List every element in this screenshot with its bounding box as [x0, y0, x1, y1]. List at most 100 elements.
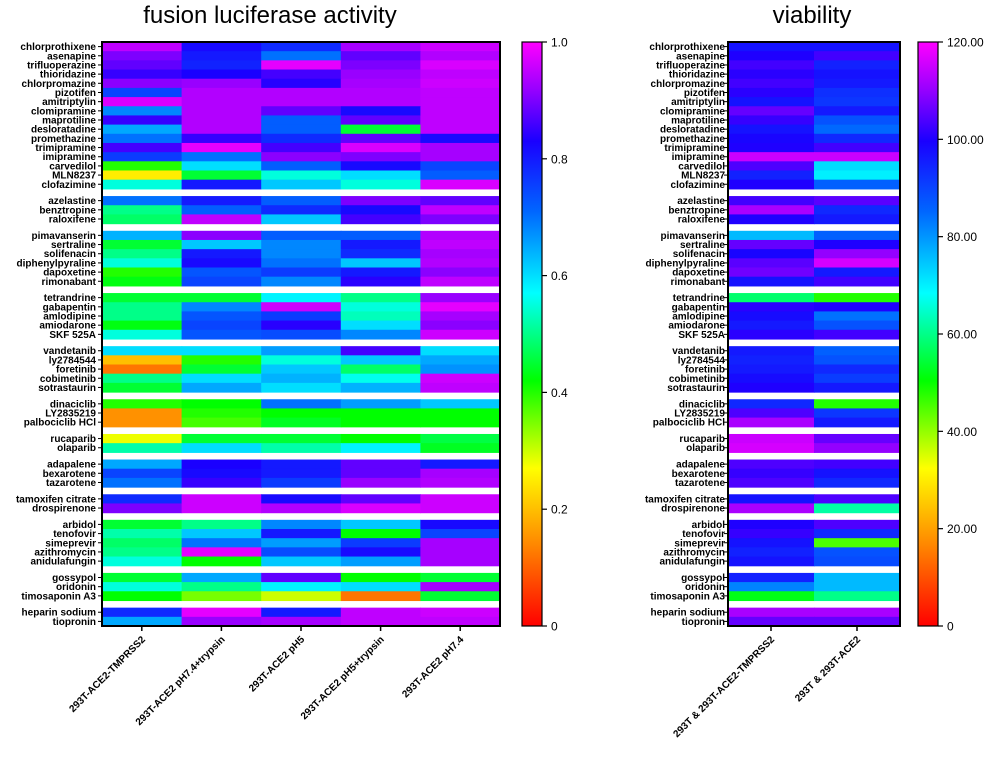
fusion-row-label: amitriptylin — [42, 97, 96, 108]
viability-cell — [814, 69, 901, 80]
fusion-cell — [420, 106, 501, 117]
viability-cell — [814, 503, 901, 514]
fusion-cell — [181, 417, 262, 428]
fusion-cell — [420, 60, 501, 71]
fusion-cell — [340, 311, 421, 322]
viability-cell — [728, 417, 815, 428]
viability-row-label: anidulafungin — [659, 557, 725, 568]
viability-row-label: tiopronin — [682, 617, 725, 628]
fusion-cell — [261, 494, 342, 505]
viability-cell — [814, 97, 901, 107]
fusion-cell — [340, 529, 421, 539]
fusion-row-label: desloratadine — [31, 125, 96, 136]
fusion-cell — [102, 591, 183, 602]
fusion-cell — [420, 399, 501, 410]
fusion-cell — [102, 582, 183, 592]
viability-cell — [814, 382, 901, 393]
fusion-cell — [102, 179, 183, 190]
viability-cell — [814, 87, 901, 98]
viability-row-label: gabapentin — [672, 302, 725, 313]
viability-cell — [814, 519, 901, 530]
viability-cell — [728, 142, 815, 153]
fusion-cell — [420, 556, 501, 567]
fusion-cell — [102, 51, 183, 61]
viability-row-label: amlodipine — [672, 312, 725, 323]
fusion-cell — [261, 538, 342, 548]
viability-cell — [814, 249, 901, 259]
fusion-cell — [102, 329, 183, 340]
fusion-cell — [420, 355, 501, 366]
fusion-cell — [102, 115, 183, 126]
fusion-cell — [340, 106, 421, 117]
fusion-cell — [340, 538, 421, 548]
viability-row-label: azelastine — [677, 196, 725, 207]
viability-row-label: tetrandrine — [673, 293, 726, 304]
fusion-cell — [340, 477, 421, 488]
fusion-colorbar-tick-label: 0.2 — [551, 503, 568, 517]
viability-cell — [814, 468, 901, 479]
fusion-cell — [261, 364, 342, 375]
viability-col-label: 293T & 293T-ACE2 — [793, 634, 863, 704]
fusion-cell — [181, 97, 262, 107]
viability-row-label: trifluoperazine — [656, 60, 725, 71]
fusion-row-label: vandetanib — [43, 346, 96, 357]
fusion-colorbar-gradient — [521, 41, 543, 627]
fusion-cell — [420, 433, 501, 444]
fusion-cell — [102, 346, 183, 356]
fusion-cell — [340, 124, 421, 135]
viability-cell — [728, 519, 815, 530]
viability-cell — [814, 152, 901, 162]
viability-cell — [814, 239, 901, 250]
fusion-cell — [102, 547, 183, 558]
viability-row-label: foretinib — [685, 365, 725, 376]
fusion-cell — [181, 459, 262, 470]
fusion-cell — [261, 417, 342, 428]
fusion-cell — [261, 276, 342, 287]
fusion-cell — [420, 214, 501, 225]
fusion-cell — [340, 572, 421, 583]
viability-heatmap: chlorprothixeneasenapinetrifluoperazinet… — [645, 41, 901, 740]
viability-cell — [814, 547, 901, 558]
viability-cell — [814, 443, 901, 453]
viability-cell — [728, 230, 815, 241]
fusion-cell — [340, 459, 421, 470]
viability-cell — [814, 591, 901, 602]
viability-cell — [814, 51, 901, 61]
viability-col-label: 293T & 293T-ACE2-TMPRSS2 — [671, 634, 777, 740]
fusion-cell — [420, 591, 501, 602]
fusion-cell — [261, 230, 342, 241]
viability-colorbar-gradient — [917, 41, 939, 627]
fusion-cell — [181, 258, 262, 269]
fusion-cell — [420, 468, 501, 479]
viability-row-label: pizotifen — [684, 88, 725, 99]
fusion-cell — [420, 477, 501, 488]
fusion-cell — [420, 161, 501, 172]
fusion-cell — [181, 60, 262, 71]
fusion-row-label: sertraline — [51, 240, 96, 251]
fusion-cell — [102, 519, 183, 530]
fusion-cell — [181, 494, 262, 505]
viability-cell — [728, 468, 815, 479]
fusion-cell — [102, 302, 183, 313]
fusion-colorbar-tick-label: 0.4 — [551, 386, 568, 400]
viability-cell — [728, 42, 815, 52]
fusion-cell — [261, 97, 342, 107]
fusion-cell — [340, 408, 421, 419]
fusion-row-label: anidulafungin — [30, 557, 96, 568]
fusion-cell — [261, 42, 342, 52]
fusion-cell — [261, 78, 342, 89]
fusion-row-label: chlorprothixene — [20, 42, 96, 53]
fusion-cell — [102, 97, 183, 107]
fusion-row-label: oridonin — [56, 582, 96, 593]
viability-row-label: oridonin — [685, 582, 725, 593]
fusion-row-label: solifenacin — [44, 249, 96, 260]
fusion-row-label: MLN8237 — [52, 171, 96, 182]
fusion-cell — [181, 142, 262, 153]
fusion-cell — [340, 133, 421, 144]
fusion-cell — [181, 355, 262, 366]
fusion-cell — [420, 179, 501, 190]
viability-cell — [814, 408, 901, 419]
viability-row-label: ly2784544 — [678, 355, 726, 366]
fusion-cell — [181, 51, 262, 61]
